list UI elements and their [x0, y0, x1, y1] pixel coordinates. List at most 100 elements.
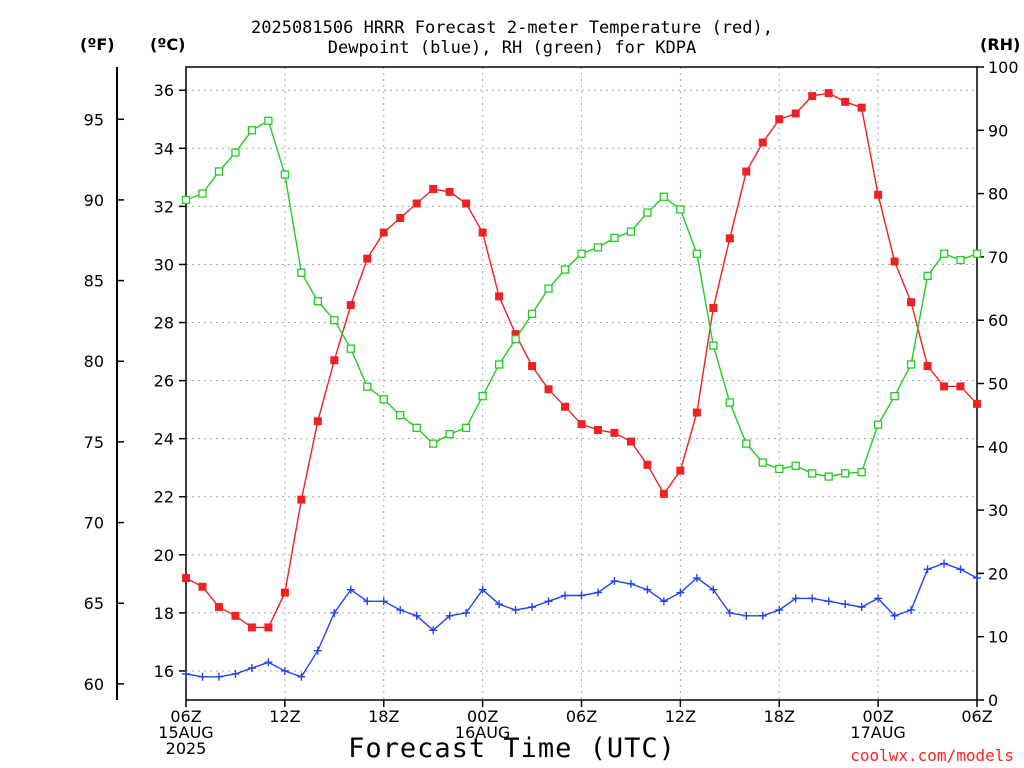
- dewpoint-point: [544, 597, 553, 606]
- dewpoint-point: [313, 646, 322, 655]
- fahrenheit-tick-label: 95: [84, 110, 104, 129]
- chart-title-line-2: Dewpoint (blue), RH (green) for KDPA: [327, 38, 697, 58]
- temperature-point: [742, 167, 751, 176]
- rh-point: [396, 410, 405, 420]
- x-tick-label: 17AUG: [850, 723, 905, 742]
- fahrenheit-tick-label: 80: [84, 352, 104, 371]
- dewpoint-point: [231, 669, 240, 678]
- temperature-point: [973, 399, 981, 408]
- dewpoint-point: [676, 588, 685, 597]
- temperature-point: [593, 425, 602, 434]
- rh-point: [972, 249, 982, 258]
- temperature-point: [890, 257, 899, 266]
- dewpoint-point: [198, 672, 207, 681]
- dewpoint-point: [808, 594, 817, 603]
- temperature-point: [659, 489, 668, 498]
- dewpoint-point: [577, 591, 586, 600]
- dewpoint-point: [561, 591, 570, 600]
- celsius-tick-label: 30: [154, 255, 174, 274]
- temperature-point: [297, 495, 306, 504]
- rh-point: [461, 423, 471, 432]
- temperature-point: [676, 466, 685, 475]
- dewpoint-point: [412, 611, 421, 620]
- x-tick-label: 00Z: [467, 707, 498, 726]
- temperature-point: [214, 603, 223, 612]
- temperature-point: [907, 298, 916, 307]
- rh-point: [709, 341, 718, 350]
- dewpoint-point: [445, 611, 454, 620]
- grid-lines: [185, 67, 978, 700]
- x-axis-title: Forecast Time (UTC): [348, 733, 676, 764]
- rh-point: [742, 439, 751, 448]
- dewpoint-point: [297, 672, 306, 681]
- dewpoint-point: [478, 585, 487, 594]
- celsius-tick-label: 34: [154, 139, 174, 158]
- dewpoint-point: [742, 611, 751, 620]
- rh-point: [841, 469, 850, 478]
- dewpoint-point: [247, 664, 256, 673]
- rh-point: [857, 467, 866, 477]
- celsius-tick-label: 28: [154, 314, 174, 333]
- x-tick-label: 06Z: [961, 707, 992, 726]
- fahrenheit-tick-label: 75: [84, 433, 104, 452]
- rh-point: [313, 297, 322, 306]
- rh-point: [346, 344, 355, 353]
- rh-point: [758, 458, 767, 467]
- temperature-point: [462, 199, 471, 208]
- rh-point: [676, 205, 685, 214]
- dewpoint-point: [280, 666, 289, 675]
- rh-point: [511, 335, 520, 344]
- fahrenheit-tick-label: 60: [84, 675, 104, 694]
- rh-tick-label: 10: [988, 628, 1008, 647]
- celsius-tick-label: 16: [154, 662, 174, 681]
- dewpoint-point: [874, 594, 883, 603]
- dewpoint-point: [643, 585, 652, 594]
- rh-point: [939, 249, 949, 258]
- rh-point: [247, 126, 257, 135]
- dewpoint-point: [940, 559, 949, 568]
- temperature-point: [775, 115, 784, 124]
- celsius-tick-label: 36: [154, 81, 174, 100]
- temperature-point: [313, 417, 322, 426]
- temperature-point: [940, 382, 949, 391]
- temperature-point: [528, 362, 537, 371]
- temperature-point: [857, 103, 866, 112]
- temperature-point: [626, 437, 635, 446]
- dewpoint-point: [709, 585, 718, 594]
- rh-point: [280, 170, 290, 179]
- dewpoint-point: [758, 611, 767, 620]
- rh-point: [659, 192, 669, 201]
- dewpoint-point: [511, 605, 520, 614]
- source-credit: coolwx.com/models: [850, 746, 1014, 765]
- dewpoint-point: [462, 608, 471, 617]
- rh-point: [544, 284, 553, 293]
- temperature-point: [808, 92, 817, 101]
- temperature-point: [791, 109, 800, 118]
- dewpoint-point: [214, 672, 223, 681]
- temperature-point: [610, 428, 619, 437]
- rh-tick-label: 20: [988, 564, 1008, 583]
- rh-point: [560, 265, 570, 274]
- temperature-point: [709, 304, 718, 313]
- celsius-tick-label: 24: [154, 430, 174, 449]
- dewpoint-point: [956, 565, 965, 574]
- dewpoint-point: [528, 603, 537, 612]
- temperature-point: [956, 382, 965, 391]
- celsius-tick-label: 18: [154, 604, 174, 623]
- series-3: [181, 116, 982, 481]
- temperature-point: [231, 611, 240, 620]
- x-tick-label: 18Z: [368, 707, 399, 726]
- rh-point: [363, 382, 372, 391]
- dewpoint-point: [330, 608, 339, 617]
- x-tick-label: 00Z: [862, 707, 893, 726]
- temperature-point: [182, 574, 190, 583]
- celsius-tick-label: 32: [154, 197, 174, 216]
- rh-point: [264, 116, 273, 125]
- rh-point: [494, 360, 504, 369]
- dewpoint-point: [923, 565, 932, 574]
- rh-point: [412, 423, 421, 432]
- rh-point: [527, 309, 537, 319]
- rh-tick-label: 0: [988, 691, 998, 710]
- rh-point: [725, 398, 734, 407]
